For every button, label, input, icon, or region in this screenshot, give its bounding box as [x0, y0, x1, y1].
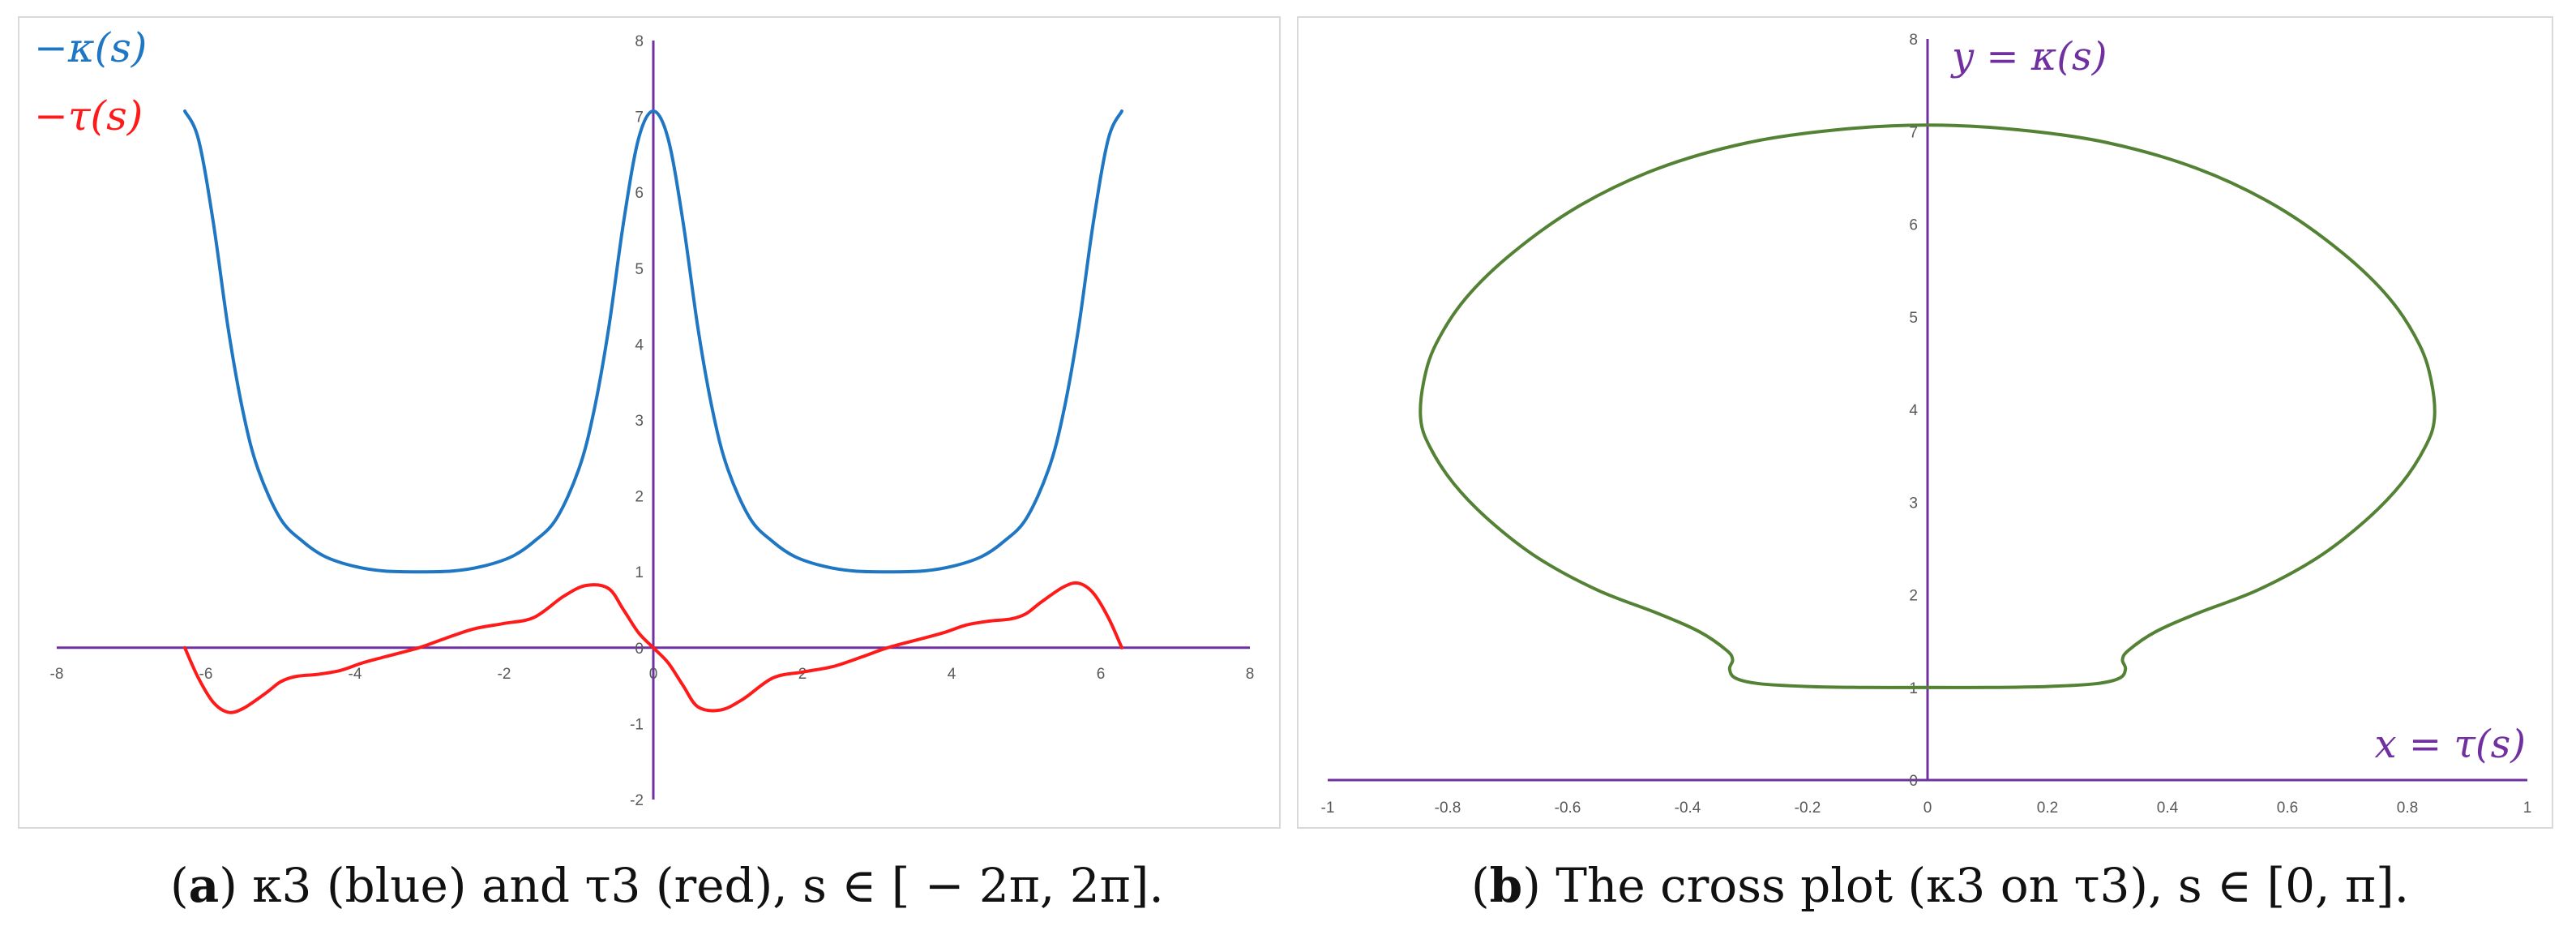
- caption-b: (b) The cross plot (κ3 on τ3), s ∈ [0, π…: [1471, 858, 2410, 913]
- x-tick-label: -0.8: [1435, 800, 1461, 817]
- x-tick-label: -0.4: [1675, 800, 1701, 817]
- x-tick-label: -6: [199, 666, 213, 683]
- chart-b-plot: -1 -0.8 -0.6 -0.4 -0.2 0 0.2 0.4 0.6 0.8 101234567…: [1321, 32, 2532, 817]
- y-tick-label: 5: [1909, 310, 1918, 327]
- y-tick-label: 3: [1909, 495, 1918, 512]
- legend-kappa: −κ(s): [34, 24, 148, 71]
- x-tick-label: -1: [1321, 800, 1335, 817]
- caption-b-text: The cross plot (κ3 on τ3), s ∈ [0, π].: [1540, 858, 2410, 913]
- y-tick-label: 4: [1909, 402, 1918, 419]
- x-axis-label: x = τ(s): [2375, 722, 2526, 767]
- y-tick-label: 6: [635, 185, 644, 202]
- chart-b-panel: -1 -0.8 -0.6 -0.4 -0.2 0 0.2 0.4 0.6 0.8 1 0 1 2 3 4 5 6 7…: [1297, 16, 2553, 829]
- y-tick-label: 4: [635, 337, 644, 354]
- caption-b-letter: b: [1489, 858, 1523, 913]
- caption-a-letter: a: [188, 858, 220, 913]
- y-tick-label: 6: [1909, 217, 1918, 234]
- x-tick-label: 0: [649, 666, 658, 683]
- caption-a-text: κ3 (blue) and τ3 (red), s ∈ [ − 2π, 2π].: [237, 858, 1164, 913]
- y-tick-label: 1: [635, 564, 644, 581]
- series-line-1: [183, 581, 1123, 714]
- x-tick-label: 0.4: [2157, 800, 2179, 817]
- chart-a-panel: -8 -6 -4 -2 0 2 4 6 8 -2 -1 0 1 2 3 4 5 6 7 8 −κ(s) −τ(s): [18, 16, 1281, 829]
- y-tick-label: 8: [1909, 32, 1918, 49]
- y-tick-label: 5: [635, 261, 644, 278]
- x-tick-label: 0.2: [2037, 800, 2058, 817]
- y-tick-label: -1: [630, 716, 644, 733]
- x-tick-label: 6: [1097, 666, 1106, 683]
- chart-a-plot: -8 -6 -4 -2 0 2 4 6 8 -2 -1 0 1 2 3 4 5 6 7 8: [50, 33, 1255, 809]
- x-tick-label: -0.6: [1555, 800, 1581, 817]
- legend-tau: −τ(s): [34, 92, 143, 139]
- y-tick-label: 2: [635, 489, 644, 506]
- y-tick-label: 0: [1909, 773, 1918, 790]
- x-tick-label: -2: [498, 666, 511, 683]
- series-line-0: [183, 109, 1123, 574]
- series-line-0: [1419, 123, 2437, 689]
- y-tick-label: -2: [630, 792, 644, 809]
- x-tick-label: -0.2: [1795, 800, 1821, 817]
- y-tick-label: 7: [1909, 124, 1918, 141]
- y-tick-label: 8: [635, 33, 644, 50]
- caption-a: (a) κ3 (blue) and τ3 (red), s ∈ [ − 2π, …: [170, 858, 1164, 913]
- x-tick-label: 0.8: [2397, 800, 2418, 817]
- y-tick-label: 3: [635, 413, 644, 430]
- x-tick-label: 2: [798, 666, 807, 683]
- y-axis-label: y = κ(s): [1950, 34, 2107, 79]
- y-tick-label: 0: [635, 641, 644, 658]
- x-tick-label: -8: [50, 666, 64, 683]
- y-tick-label: 7: [635, 109, 644, 126]
- x-tick-label: 8: [1246, 666, 1255, 683]
- x-tick-label: -4: [349, 666, 362, 683]
- x-tick-label: 0.6: [2277, 800, 2298, 817]
- x-tick-label: 1: [2523, 800, 2532, 817]
- x-tick-label: 0: [1923, 800, 1932, 817]
- x-tick-label: 4: [948, 666, 956, 683]
- y-tick-label: 2: [1909, 588, 1918, 605]
